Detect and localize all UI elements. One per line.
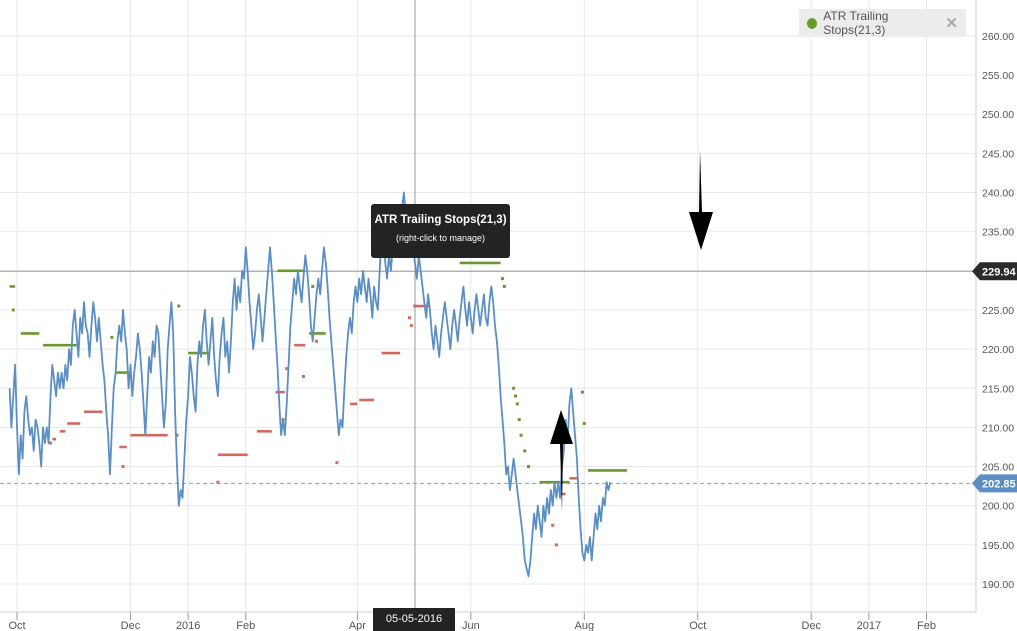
long-stop-dot (527, 465, 530, 469)
long-stop-dot (177, 304, 181, 308)
crosshair-date-label: 05-05-2016 (373, 608, 455, 631)
long-stop-dot (515, 402, 519, 406)
long-stop-dot (580, 390, 584, 394)
tooltip-subtitle: (right-click to manage) (395, 233, 486, 243)
short-stop-dot (285, 367, 289, 371)
long-stop-dot (513, 394, 517, 398)
short-stop-group (48, 304, 579, 547)
long-stop-dot (110, 335, 114, 339)
y-tick-label: 260.00 (982, 31, 1014, 43)
x-tick-label: Oct (8, 620, 25, 631)
long-stop-dot (523, 449, 527, 453)
x-tick-label: Jun (462, 620, 480, 631)
short-stop-dot (554, 543, 558, 547)
short-stop-dot (407, 316, 411, 320)
y-tick-label: 210.00 (982, 422, 1014, 434)
short-stop-dot (335, 461, 339, 465)
x-tick-label: Apr (349, 620, 366, 631)
close-icon[interactable]: ✕ (945, 15, 958, 32)
long-stop-dot (311, 284, 315, 288)
short-stop-dot (409, 324, 413, 328)
short-stop-dot (301, 375, 305, 379)
long-stop-dot (500, 277, 504, 281)
x-tick-label: Dec (801, 620, 821, 631)
x-tick-label: 2017 (857, 620, 881, 631)
long-stop-dot (517, 418, 521, 422)
tooltip-title: ATR Trailing Stops(21,3) (374, 214, 507, 226)
y-tick-label: 190.00 (982, 579, 1014, 591)
x-tick-label: 2016 (176, 620, 200, 631)
y-tick-label: 205.00 (982, 462, 1014, 474)
last-price-label-text: 202.85 (982, 478, 1016, 490)
up-arrow-annotation (550, 410, 573, 512)
y-tick-label: 195.00 (982, 540, 1014, 552)
short-stop-dot (48, 441, 52, 445)
legend-dot-icon (807, 17, 818, 29)
short-stop-dot (216, 480, 220, 484)
price-line (8, 191, 612, 578)
x-tick-label: Dec (121, 620, 141, 631)
y-tick-label: 215.00 (982, 383, 1014, 395)
x-tick-label: Aug (575, 620, 595, 631)
x-tick-label: Oct (689, 620, 706, 631)
y-tick-label: 250.00 (982, 109, 1014, 121)
y-tick-label: 220.00 (982, 344, 1014, 356)
indicator-legend-chip[interactable]: ATR Trailing Stops(21,3) ✕ (799, 9, 966, 37)
legend-label: ATR Trailing Stops(21,3) (823, 9, 889, 37)
x-tick-label: Feb (917, 620, 936, 631)
y-tick-label: 225.00 (982, 305, 1014, 317)
long-stop-dot (11, 308, 15, 312)
y-tick-label: 235.00 (982, 227, 1014, 239)
y-tick-label: 255.00 (982, 70, 1014, 82)
y-tick-label: 240.00 (982, 188, 1014, 200)
long-stop-dot (519, 433, 523, 437)
short-stop-dot (551, 523, 555, 527)
down-arrow-annotation (689, 150, 713, 250)
crosshair-value-label-box (972, 262, 1017, 281)
indicator-tooltip: ATR Trailing Stops(21,3) (right-click to… (371, 204, 510, 258)
short-stop-dot (413, 304, 417, 308)
y-tick-label: 200.00 (982, 501, 1014, 513)
long-stop-dot (582, 421, 586, 425)
y-tick-label: 245.00 (982, 148, 1014, 160)
x-tick-label: Feb (236, 620, 255, 631)
short-stop-dot (314, 339, 318, 343)
long-stop-dot (502, 284, 506, 288)
crosshair-value-label-text: 229.94 (982, 266, 1017, 278)
short-stop-dot (175, 433, 179, 437)
long-stop-dot (512, 386, 516, 390)
short-stop-dot (121, 465, 125, 469)
last-price-label-box (972, 474, 1017, 493)
